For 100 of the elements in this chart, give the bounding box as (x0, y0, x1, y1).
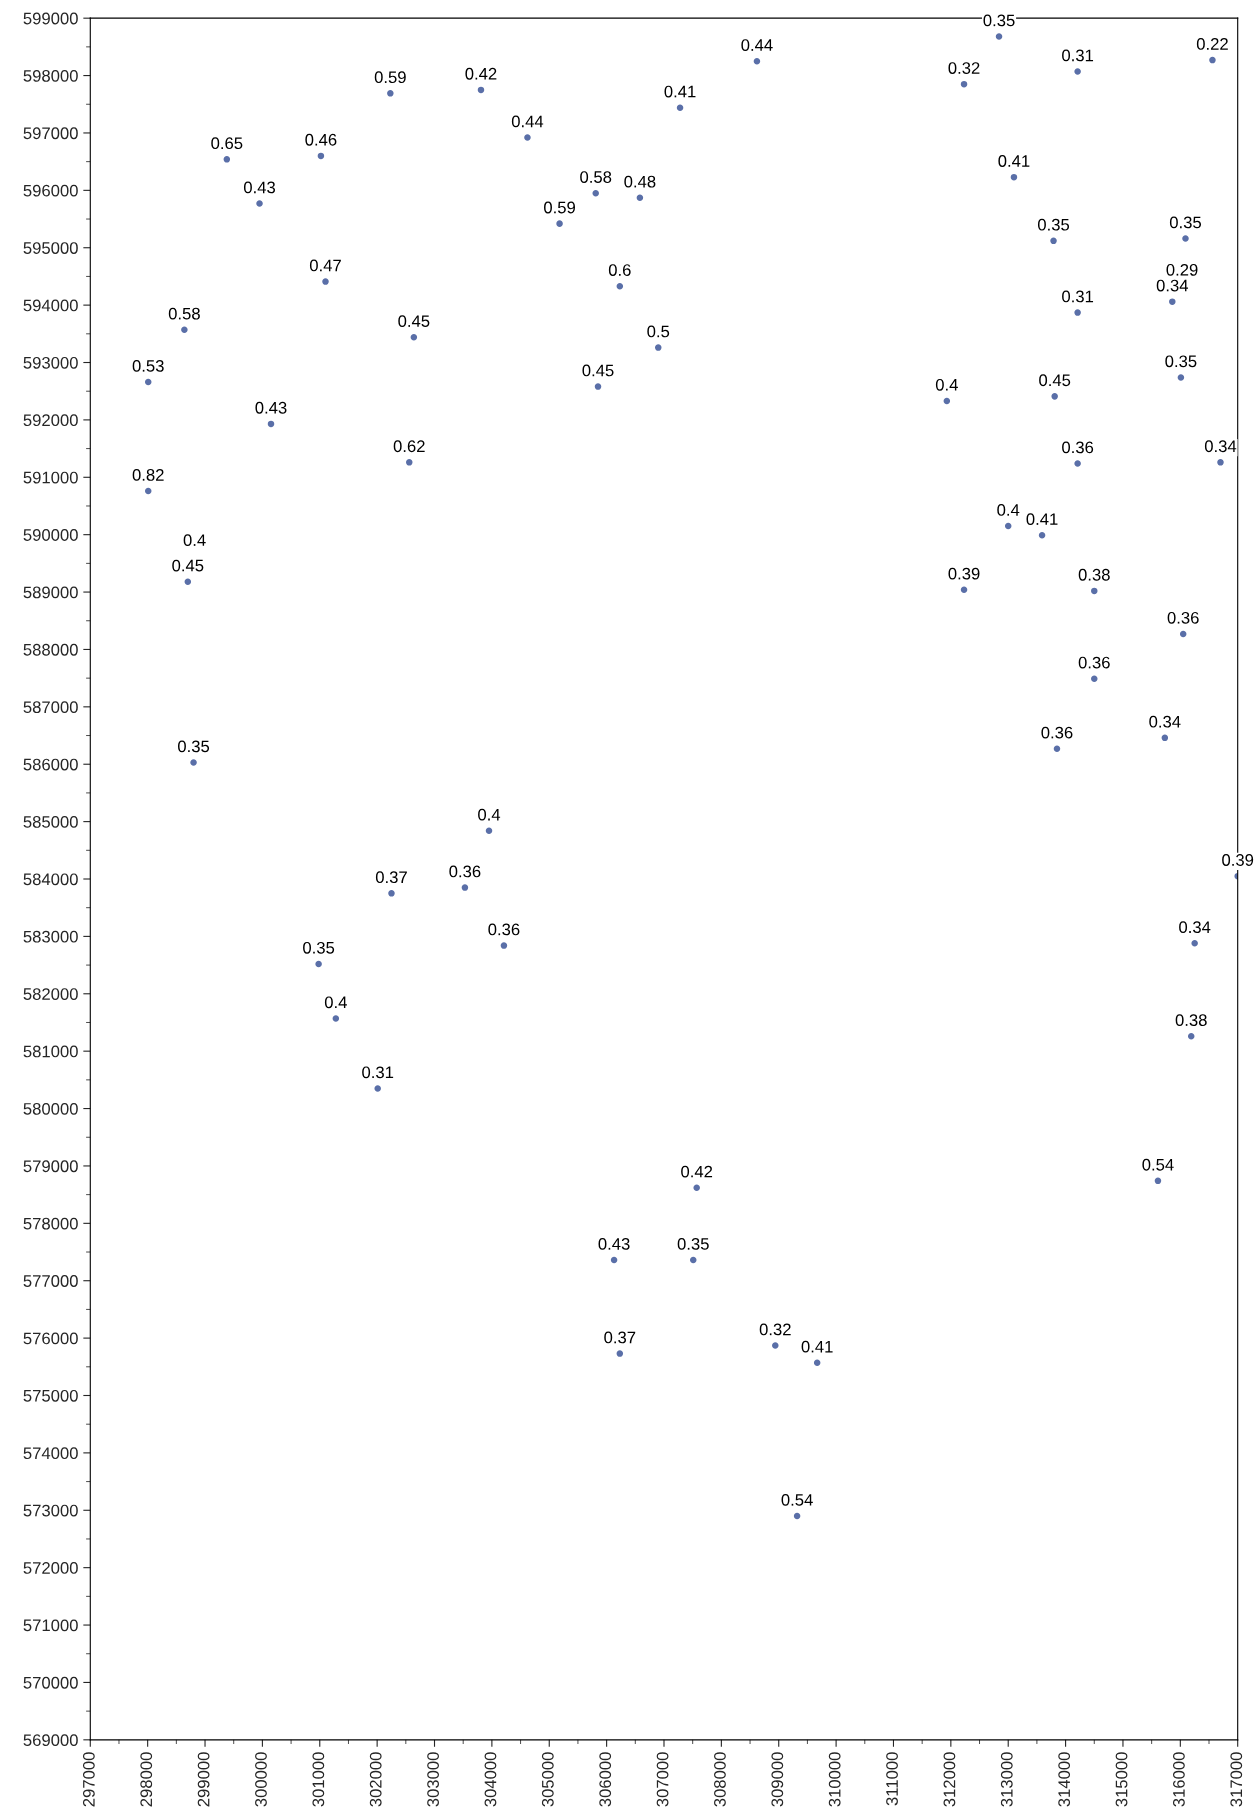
y-tick-label: 587000 (23, 701, 78, 714)
annotation: 0.31 (1062, 290, 1094, 303)
annotation: 0.39 (1222, 854, 1254, 866)
annotation: 0.35 (1165, 355, 1197, 368)
x-tick-label: 309000 (771, 1752, 784, 1807)
x-tick-label: 307000 (656, 1752, 669, 1807)
x-tick-label: 308000 (714, 1752, 726, 1807)
x-tick-label: 317000 (1230, 1752, 1243, 1807)
annotation: 0.4 (324, 996, 347, 1009)
annotation: 0.41 (801, 1340, 833, 1353)
annotation: 0.34 (1156, 279, 1189, 292)
annotation: 0.82 (132, 469, 164, 481)
y-tick-label: 599000 (23, 12, 78, 25)
y-tick-label: 596000 (23, 184, 78, 197)
x-tick-label: 313000 (1000, 1752, 1013, 1807)
y-tick-label: 585000 (23, 816, 78, 828)
annotation: 0.34 (1204, 440, 1237, 453)
x-tick-label: 312000 (943, 1752, 956, 1807)
annotation: 0.42 (465, 67, 497, 80)
annotation: 0.45 (172, 559, 204, 572)
annotation: 0.4 (183, 534, 206, 547)
annotation: 0.44 (741, 39, 773, 51)
y-tick-label: 569000 (23, 1734, 78, 1747)
annotation: 0.35 (177, 740, 210, 753)
x-tick-label: 310000 (828, 1752, 841, 1807)
annotation: 0.32 (948, 62, 980, 74)
annotation: 0.29 (1166, 263, 1198, 276)
annotation: 0.43 (598, 1238, 630, 1250)
y-tick-label: 572000 (23, 1562, 78, 1574)
x-tick-label: 316000 (1173, 1752, 1185, 1807)
annotation: 0.35 (303, 941, 335, 954)
x-tick-label: 303000 (427, 1752, 439, 1807)
y-tick-label: 592000 (23, 414, 78, 427)
annotation: 0.35 (983, 14, 1015, 27)
annotation: 0.35 (677, 1238, 709, 1250)
annotation: 0.58 (168, 307, 200, 320)
annotation: 0.31 (1062, 49, 1094, 62)
annotation: 0.6 (608, 264, 631, 276)
y-tick-label: 578000 (23, 1217, 78, 1230)
y-tick-label: 575000 (23, 1389, 78, 1402)
y-tick-label: 594000 (23, 299, 78, 312)
annotation: 0.48 (624, 175, 656, 188)
x-tick-label: 311000 (886, 1752, 898, 1806)
annotation: 0.62 (393, 440, 425, 453)
annotation: 0.37 (604, 1331, 636, 1344)
y-tick-label: 576000 (23, 1332, 78, 1345)
y-tick-label: 571000 (23, 1619, 78, 1632)
annotation: 0.38 (1078, 568, 1110, 581)
annotation: 0.35 (1037, 218, 1070, 231)
y-tick-label: 579000 (23, 1160, 78, 1173)
y-tick-label: 581000 (23, 1045, 78, 1058)
annotation: 0.45 (1039, 374, 1071, 387)
annotation: 0.38 (1175, 1014, 1207, 1027)
annotation: 0.43 (255, 401, 287, 414)
annotation: 0.54 (1142, 1158, 1174, 1171)
annotation: 0.39 (948, 567, 980, 580)
y-tick-label: 584000 (23, 873, 78, 886)
x-tick-label: 305000 (541, 1752, 554, 1807)
x-tick-label: 315000 (1115, 1752, 1128, 1807)
annotation: 0.41 (998, 155, 1030, 167)
y-tick-label: 577000 (23, 1275, 78, 1287)
annotation: 0.41 (664, 85, 696, 98)
y-tick-label: 597000 (23, 127, 78, 140)
annotation: 0.45 (398, 315, 430, 328)
annotation: 0.31 (362, 1066, 394, 1079)
annotation: 0.35 (1169, 216, 1202, 229)
x-tick-label: 299000 (197, 1752, 210, 1807)
y-tick-label: 582000 (23, 988, 78, 1000)
y-tick-label: 593000 (23, 356, 78, 369)
annotation: 0.37 (375, 871, 407, 884)
x-tick-label: 304000 (484, 1752, 497, 1807)
annotation: 0.34 (1179, 921, 1211, 934)
annotation: 0.41 (1026, 513, 1058, 526)
annotation: 0.22 (1196, 38, 1228, 50)
annotation: 0.36 (488, 923, 520, 936)
annotation: 0.4 (997, 504, 1020, 516)
y-tick-label: 583000 (23, 930, 78, 943)
annotation: 0.65 (211, 137, 243, 150)
annotation: 0.4 (478, 808, 501, 821)
y-tick-label: 580000 (23, 1102, 78, 1115)
annotation: 0.45 (582, 364, 614, 377)
y-tick-label: 570000 (23, 1676, 78, 1689)
y-tick-label: 589000 (23, 586, 78, 599)
annotation: 0.5 (647, 325, 670, 338)
annotation: 0.46 (305, 133, 337, 146)
annotation: 0.36 (1041, 726, 1073, 739)
annotation: 0.4 (935, 378, 958, 391)
y-tick-label: 598000 (23, 69, 78, 82)
y-tick-label: 590000 (23, 529, 78, 541)
annotation: 0.58 (580, 171, 612, 183)
x-tick-label: 314000 (1058, 1752, 1071, 1807)
annotation: 0.34 (1149, 715, 1181, 728)
annotation: 0.36 (449, 865, 481, 878)
annotation: 0.44 (511, 115, 544, 128)
y-tick-label: 591000 (23, 471, 78, 484)
y-tick-label: 595000 (23, 242, 78, 254)
annotation: 0.59 (544, 201, 576, 214)
annotation: 0.36 (1167, 611, 1199, 624)
x-tick-label: 297000 (82, 1752, 95, 1807)
x-tick-label: 301000 (312, 1752, 325, 1807)
